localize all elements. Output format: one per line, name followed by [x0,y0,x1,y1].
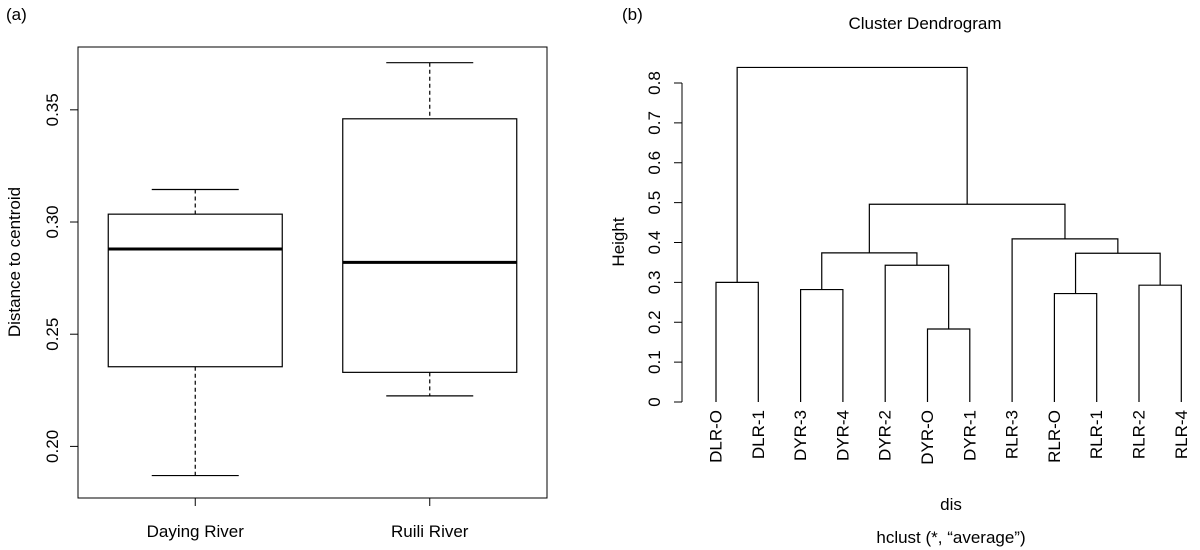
dendrogram-x-axis-label: dis [940,495,962,514]
boxplot-x-axis: Daying River Ruili River [147,498,469,541]
panel-a-label: (a) [6,5,27,24]
leaf-label: RLR-1 [1087,410,1106,459]
leaf-label: DYR-3 [791,410,810,461]
dendrogram-link-m2 [1053,292,1098,402]
dendrogram-y-tick-label: 0.3 [645,271,664,295]
dendrogram-y-axis: 0 0.1 0.2 0.3 0.4 0.5 0.6 0.7 0.8 [645,71,683,407]
leaf-label: RLR-4 [1172,410,1191,459]
dendrogram-y-tick-label: 0.5 [645,191,664,215]
boxplot-x-tick-label: Daying River [147,522,245,541]
dendrogram-subtitle: hclust (*, “average”) [876,528,1025,547]
dendrogram-panel: (b) Cluster Dendrogram 00.10.20.30.40.50… [609,5,1191,547]
dendrogram-link-m9 [1011,238,1119,402]
leaf-label: RLR-O [1045,410,1064,463]
boxplot-x-tick-label: Ruili River [391,522,469,541]
boxplot-y-tick-label: 0.30 [43,205,62,238]
dendrogram-link-m7 [1074,252,1161,294]
dendrogram-y-axis-label: Height [609,217,628,266]
boxplot-y-axis: 0.20 0.25 0.30 0.35 [43,93,78,463]
dendrogram-leaf-labels: DLR-O DLR-1 DYR-3 DYR-4 DYR-2 DYR-O DYR-1 RLR-3… [707,410,1191,465]
box-daying-river [107,188,283,477]
dendrogram-link-m1 [926,328,971,402]
dendrogram-link-m4 [1138,284,1182,402]
dendrogram-link-m6 [884,264,950,402]
dendrogram-title: Cluster Dendrogram [848,14,1001,33]
box-ruili-river [342,62,518,397]
boxplot-y-tick-label: 0.35 [43,93,62,126]
interquartile-box [107,213,283,368]
interquartile-box [342,118,518,373]
dendrogram-y-tick-label: 0.7 [645,111,664,135]
dendrogram-y-tick-label: 0.6 [645,151,664,175]
dendrogram-link-m5 [715,281,759,402]
dendrogram-y-tick-label: 0.4 [645,231,664,255]
panel-b-label: (b) [622,5,643,24]
leaf-label: RLR-2 [1130,410,1149,459]
dendrogram-y-tick-label: 0.8 [645,71,664,95]
dendrogram-link-m8 [821,252,918,290]
leaf-label: DYR-O [918,410,937,465]
boxplot-y-tick-label: 0.20 [43,430,62,463]
dendrogram-link-m11 [736,66,968,283]
dendrogram-link-m3 [800,288,844,402]
leaf-label: DYR-1 [960,410,979,461]
leaf-label: DLR-O [707,410,726,463]
boxplot-y-axis-label: Distance to centroid [5,187,24,337]
dendrogram-link-m10 [868,203,1066,253]
dendrogram-y-tick-label: 0.1 [645,350,664,374]
boxplot-panel: (a) 0.20 0.25 0.30 0.35 Distance to centroi… [5,5,548,541]
dendrogram-y-tick-label: 0.2 [645,310,664,334]
boxplot-boxes [107,62,518,477]
boxplot-y-tick-label: 0.25 [43,318,62,351]
dendrogram-tree [715,66,1182,402]
dendrogram-y-tick-label: 0 [645,397,664,406]
leaf-label: DLR-1 [749,410,768,459]
leaf-label: DYR-4 [833,410,852,461]
boxplot-plot-frame [77,46,548,499]
leaf-label: DYR-2 [876,410,895,461]
leaf-label: RLR-3 [1003,410,1022,459]
